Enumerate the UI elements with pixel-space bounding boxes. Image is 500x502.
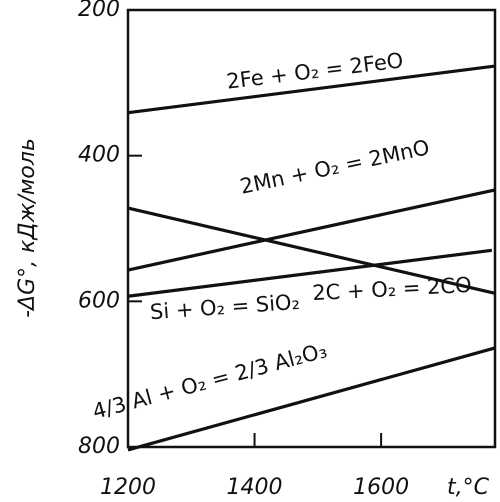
data-line [127,248,493,298]
x-axis-label: t,°C [447,475,490,500]
y-tick-label: 400 [78,143,120,168]
y-tick-label: 200 [78,0,120,22]
data-line [127,188,496,272]
y-tick-label: 600 [78,288,120,313]
plot-frame [126,8,497,449]
x-tick-label: 1200 [100,475,156,500]
line-label: 2C + O₂ = 2CO [312,273,472,305]
x-tick-label: 1600 [353,475,409,500]
x-tick-label: 1400 [227,475,283,500]
data-line [127,64,496,115]
line-label: 2Mn + O₂ = 2MnO [238,135,432,199]
line-label: 2Fe + O₂ = 2FeO [225,48,404,93]
data-line [127,346,496,452]
data-line [127,206,496,295]
y-axis-label: -ΔG°, кДж/моль [15,138,40,318]
y-tick-label: 800 [78,434,120,459]
line-label: 4/3 Al + O₂ = 2/3 Al₂O₃ [90,338,330,424]
line-label: Si + O₂ = SiO₂ [149,290,300,324]
